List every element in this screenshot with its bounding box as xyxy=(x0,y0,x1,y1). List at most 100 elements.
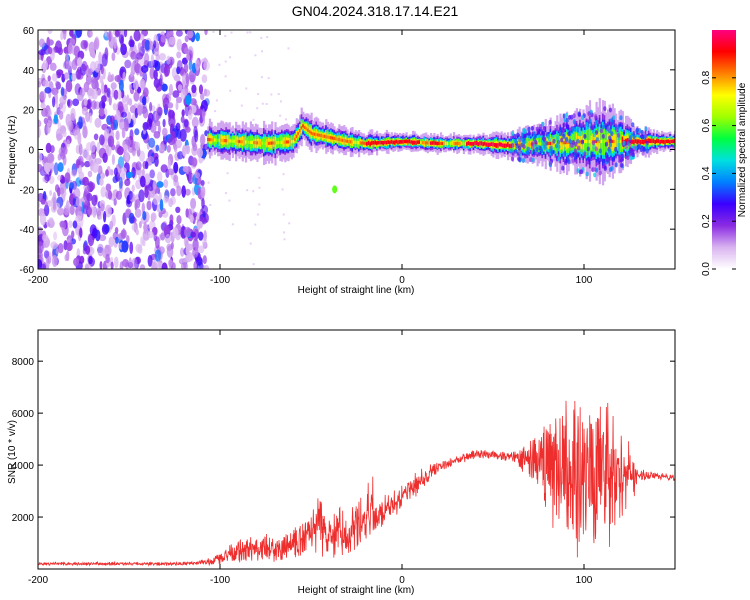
heatmap-y-axis: -60 -40 -20 0 20 40 60 xyxy=(20,26,675,276)
spectral-speck xyxy=(640,134,645,140)
noise-speck xyxy=(133,30,141,42)
noise-speck xyxy=(170,242,174,250)
noise-speck xyxy=(188,170,192,183)
spectral-peak xyxy=(305,127,308,131)
noise-speck xyxy=(202,236,207,248)
spectral-peak xyxy=(394,140,397,144)
noise-speck xyxy=(169,214,174,224)
spectral-peak xyxy=(333,136,336,141)
noise-speck xyxy=(82,125,88,139)
noise-speck xyxy=(254,54,257,57)
noise-speck xyxy=(194,172,201,179)
spectral-speck xyxy=(624,144,628,150)
spectral-speck xyxy=(573,148,578,154)
spectral-peak xyxy=(441,141,444,146)
noise-speck xyxy=(185,144,191,155)
spectral-peak xyxy=(459,141,462,146)
noise-speck xyxy=(280,100,282,103)
noise-speck xyxy=(245,87,248,90)
spectral-peak xyxy=(279,140,282,145)
spectral-speck xyxy=(585,171,589,177)
spectral-speck xyxy=(583,134,587,139)
noise-speck xyxy=(182,80,186,88)
noise-speck xyxy=(71,169,77,177)
noise-speck xyxy=(265,103,268,105)
spectral-peak xyxy=(466,141,469,146)
spectral-peak xyxy=(462,141,465,146)
noise-speck xyxy=(129,105,137,114)
noise-speck xyxy=(121,240,129,253)
noise-speck xyxy=(38,81,42,88)
spectral-peak xyxy=(436,141,439,145)
spectral-peak xyxy=(412,140,415,144)
noise-speck xyxy=(113,89,119,100)
colorbar-label: Normalized spectral amplitude xyxy=(737,82,748,217)
spectral-peak xyxy=(312,132,315,136)
spectral-speck xyxy=(562,122,566,128)
noise-speck xyxy=(135,228,139,236)
spectral-speck xyxy=(581,115,585,121)
spectral-speck xyxy=(563,151,567,157)
noise-speck xyxy=(180,262,188,269)
noise-speck xyxy=(163,195,170,204)
spectral-speck xyxy=(630,131,634,137)
noise-speck xyxy=(149,169,155,179)
spectral-speck xyxy=(522,158,526,163)
noise-speck xyxy=(184,35,189,43)
noise-speck xyxy=(175,30,183,37)
noise-speck xyxy=(42,79,50,88)
spectral-speck xyxy=(604,152,609,158)
spectral-speck xyxy=(632,145,637,151)
noise-speck xyxy=(108,30,112,42)
noise-speck xyxy=(159,73,163,85)
y-tick-label: 20 xyxy=(23,106,35,117)
noise-speck xyxy=(142,96,147,106)
noise-speck xyxy=(53,231,58,241)
spectral-speck xyxy=(612,115,616,120)
spectral-peak xyxy=(372,141,375,145)
spectral-speck xyxy=(518,137,522,143)
spectral-speck xyxy=(540,148,544,154)
noise-speck xyxy=(111,154,115,166)
spectral-peak xyxy=(254,141,257,145)
spectral-speck xyxy=(618,154,622,160)
noise-speck xyxy=(140,80,145,91)
spectral-peak xyxy=(464,141,467,146)
spectral-speck xyxy=(517,145,522,151)
spectral-speck xyxy=(588,118,592,124)
noise-speck xyxy=(149,101,153,112)
noise-speck xyxy=(75,30,83,38)
noise-speck xyxy=(197,187,201,195)
noise-speck xyxy=(105,183,112,192)
spectral-peak xyxy=(482,142,485,146)
y-tick-label: 8000 xyxy=(12,357,35,368)
spectral-peak xyxy=(631,139,634,144)
noise-speck xyxy=(79,87,86,97)
noise-speck xyxy=(110,82,117,90)
noise-speck xyxy=(170,188,176,197)
spectral-peak xyxy=(374,141,377,145)
noise-speck xyxy=(120,229,127,239)
spectral-speck xyxy=(631,122,635,127)
noise-speck xyxy=(185,188,191,196)
spectral-peak xyxy=(359,141,362,145)
noise-speck xyxy=(108,95,112,106)
noise-speck xyxy=(282,213,285,216)
spectral-speck xyxy=(561,128,565,133)
spectral-peak xyxy=(615,139,618,144)
noise-speck xyxy=(282,173,285,176)
noise-speck xyxy=(214,110,217,113)
noise-speck xyxy=(144,39,151,51)
spectral-peak xyxy=(430,141,433,145)
spectral-peak xyxy=(657,139,660,144)
spectral-peak xyxy=(597,139,600,144)
noise-speck xyxy=(144,185,149,198)
noise-speck xyxy=(99,134,105,146)
spectral-peak xyxy=(222,138,225,143)
noise-speck xyxy=(172,227,179,239)
x-tick-label: -200 xyxy=(28,275,48,286)
noise-speck xyxy=(99,75,104,84)
noise-speck xyxy=(141,65,149,73)
noise-speck xyxy=(107,135,115,148)
